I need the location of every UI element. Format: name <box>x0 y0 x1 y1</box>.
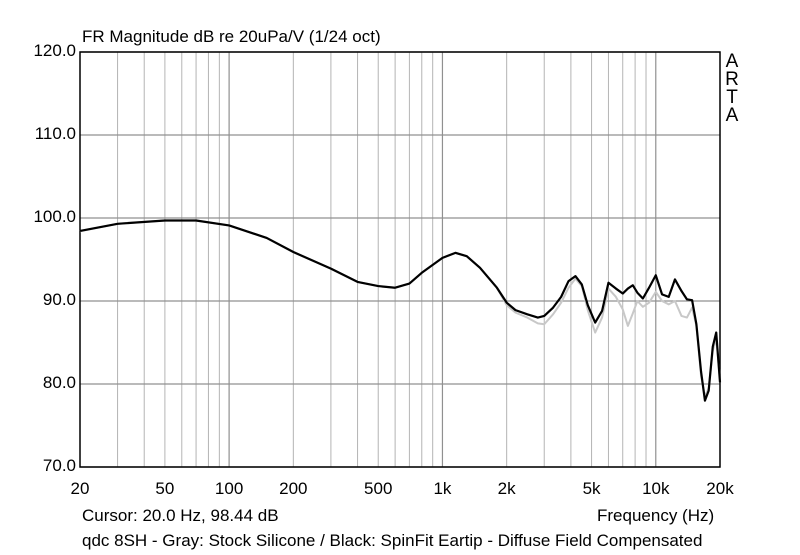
series-line-black <box>79 219 722 402</box>
y-tick-label: 70.0 <box>42 456 76 475</box>
x-axis-label: Frequency (Hz) <box>597 506 715 525</box>
y-tick-label: 110.0 <box>34 124 76 143</box>
x-tick-label: 100 <box>214 479 244 498</box>
arta-brand-label: A R T A <box>724 51 740 126</box>
x-tick-label: 20k <box>706 479 734 498</box>
y-tick-label: 120.0 <box>33 41 76 60</box>
x-tick-label: 20 <box>70 479 90 498</box>
cursor-readout: Cursor: 20.0 Hz, 98.44 dB <box>82 506 279 525</box>
series-line-gray <box>79 219 721 398</box>
x-tick-label: 1k <box>433 479 452 498</box>
brand-letter: A <box>725 51 739 72</box>
brand-letter: A <box>725 105 739 126</box>
x-tick-label: 500 <box>364 479 393 498</box>
brand-letter: R <box>725 69 739 90</box>
x-tick-label: 200 <box>279 479 308 498</box>
y-tick-label: 80.0 <box>42 373 76 392</box>
brand-letter: T <box>726 87 738 108</box>
y-tick-label: 90.0 <box>42 290 76 309</box>
chart-caption: qdc 8SH - Gray: Stock Silicone / Black: … <box>82 531 703 550</box>
x-tick-label: 5k <box>582 479 601 498</box>
chart-title: FR Magnitude dB re 20uPa/V (1/24 oct) <box>82 27 381 46</box>
y-tick-label: 100.0 <box>33 207 76 226</box>
x-tick-label: 2k <box>497 479 516 498</box>
plot-frame <box>79 51 721 468</box>
x-tick-label: 10k <box>642 479 670 498</box>
x-tick-label: 50 <box>155 479 175 498</box>
